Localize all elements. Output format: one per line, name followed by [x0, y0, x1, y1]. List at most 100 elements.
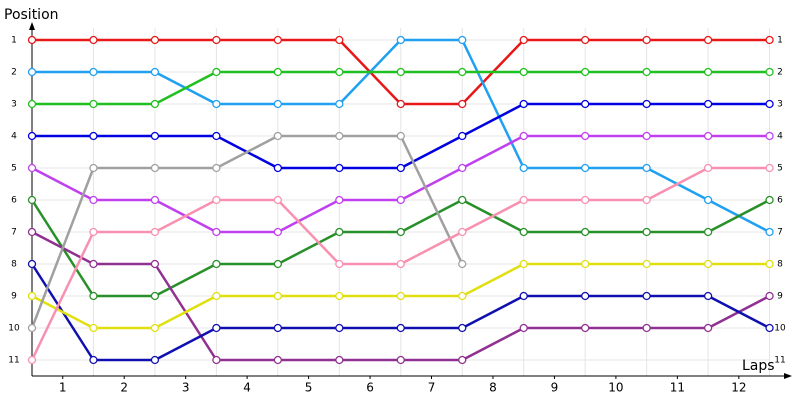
point: [703, 67, 713, 77]
point: [519, 163, 528, 173]
point: [581, 99, 590, 109]
point: [273, 67, 283, 77]
point: [581, 323, 590, 333]
y-tick-label-right: 10: [774, 324, 786, 334]
point: [89, 35, 98, 45]
point: [642, 67, 651, 77]
point: [150, 355, 160, 365]
point: [89, 195, 98, 205]
point: [150, 99, 160, 109]
point: [703, 195, 713, 205]
point: [458, 131, 467, 141]
point: [519, 35, 528, 45]
point: [642, 259, 651, 269]
point: [703, 35, 713, 45]
point: [519, 195, 528, 205]
y-tick-label: 6: [11, 196, 17, 206]
x-tick-label: 7: [428, 381, 436, 395]
point: [396, 259, 405, 269]
point: [335, 163, 344, 173]
point: [581, 291, 590, 301]
point: [458, 195, 467, 205]
point: [212, 291, 221, 301]
x-axis-title: Laps: [742, 358, 775, 374]
point: [89, 131, 98, 141]
point: [150, 227, 160, 237]
point: [765, 163, 774, 173]
point: [396, 355, 405, 365]
point: [89, 355, 98, 365]
point: [212, 195, 221, 205]
point: [581, 227, 590, 237]
point: [335, 227, 344, 237]
point: [396, 323, 405, 333]
x-tick-label: 9: [551, 381, 559, 395]
point: [642, 35, 651, 45]
point: [273, 195, 283, 205]
point: [765, 323, 774, 333]
y-tick-label: 11: [8, 356, 19, 366]
point: [335, 67, 344, 77]
point: [335, 259, 344, 269]
point: [27, 131, 37, 141]
point: [581, 259, 590, 269]
point: [703, 291, 713, 301]
point: [27, 323, 37, 333]
point: [519, 291, 528, 301]
series-line: [30, 134, 464, 329]
point: [396, 67, 405, 77]
point: [273, 323, 283, 333]
y-tick-label-right: 2: [777, 68, 783, 78]
y-tick-label: 2: [11, 68, 17, 78]
x-axis-arrow: [784, 373, 792, 379]
point: [27, 291, 37, 301]
y-tick-label-right: 4: [777, 132, 783, 142]
point: [150, 259, 160, 269]
point: [89, 323, 98, 333]
point: [458, 355, 467, 365]
point: [396, 131, 405, 141]
point: [273, 131, 283, 141]
point: [150, 291, 160, 301]
point: [89, 67, 98, 77]
point: [212, 99, 221, 109]
point: [212, 67, 221, 77]
point: [458, 323, 467, 333]
point: [703, 323, 713, 333]
point: [519, 227, 528, 237]
y-axis-arrow: [29, 22, 35, 30]
y-tick-label: 10: [8, 324, 20, 334]
point: [642, 163, 651, 173]
point: [519, 99, 528, 109]
x-tick-label: 11: [670, 381, 685, 395]
point: [150, 163, 160, 173]
point: [642, 131, 651, 141]
point: [458, 163, 467, 173]
point: [273, 227, 283, 237]
point: [703, 99, 713, 109]
point: [27, 99, 37, 109]
point: [27, 195, 37, 205]
y-axis-title: Position: [4, 7, 59, 23]
y-tick-label-right: 8: [777, 260, 783, 270]
point: [581, 35, 590, 45]
point: [396, 35, 405, 45]
point: [212, 355, 221, 365]
point: [519, 131, 528, 141]
point: [212, 259, 221, 269]
point: [273, 35, 283, 45]
point: [273, 291, 283, 301]
point: [89, 227, 98, 237]
y-tick-label: 3: [11, 100, 17, 110]
point: [581, 163, 590, 173]
point: [396, 291, 405, 301]
point: [273, 259, 283, 269]
point: [89, 99, 98, 109]
point: [642, 195, 651, 205]
point: [27, 355, 37, 365]
point: [150, 323, 160, 333]
point: [150, 195, 160, 205]
point: [703, 259, 713, 269]
point: [581, 131, 590, 141]
